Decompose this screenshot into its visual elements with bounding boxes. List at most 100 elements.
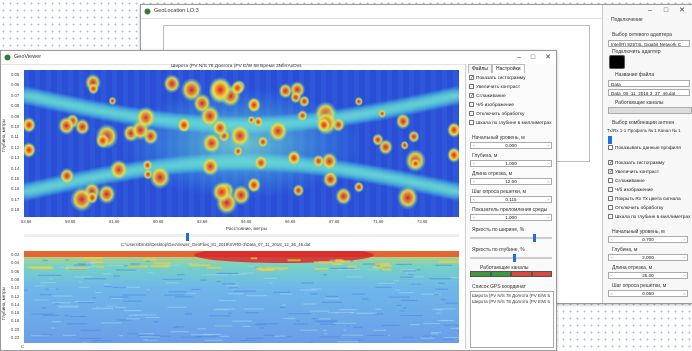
back-option-check[interactable]: Покрыть Rx Tx цвета сигнала: [608, 196, 681, 202]
checkbox[interactable]: ✓: [608, 169, 614, 175]
x-tick-label: 59.66: [65, 219, 76, 224]
checkbox[interactable]: [608, 178, 613, 183]
option-check[interactable]: Ч/б изображение: [469, 102, 514, 108]
noise-streak: [299, 289, 317, 291]
y-tick-label: 0.04: [11, 260, 20, 266]
checkbox[interactable]: ✓: [469, 93, 475, 99]
noise-streak: [450, 276, 459, 279]
checkbox[interactable]: [608, 187, 613, 192]
antenna-combo-value[interactable]: Тх/Rх 1-1 Профиль № 1 Канал № 1: [607, 128, 681, 133]
option-check[interactable]: ✓ Сглаживание: [469, 93, 506, 99]
channel-3: [511, 271, 532, 277]
settings-tabs: Файлы Настройки: [466, 64, 556, 73]
tab-settings[interactable]: Настройки: [492, 64, 525, 73]
noise-streak: [200, 279, 207, 281]
connect-header: Подключение: [611, 17, 643, 23]
tab-files[interactable]: Файлы: [468, 64, 492, 73]
checkbox[interactable]: [608, 214, 613, 219]
bright-width-slider-track[interactable]: [470, 237, 552, 239]
back-option-check[interactable]: Шкала по глубине в миллиметрах: [608, 214, 691, 220]
reflection-blob: [24, 117, 36, 133]
checkbox[interactable]: [469, 84, 474, 89]
checkbox[interactable]: [469, 111, 474, 116]
front-window-titlebar: GeoViewer – □ ✕: [1, 51, 556, 65]
back-option-check[interactable]: Ч/б изображение: [608, 187, 653, 193]
reflection-blob: [252, 116, 264, 128]
noise-streak: [243, 308, 265, 310]
start-level-spinbox[interactable]: ‹ 0.000 ›: [470, 142, 552, 149]
checkbox[interactable]: [469, 102, 474, 107]
noise-streak: [80, 329, 102, 331]
refraction-spinbox[interactable]: ‹ 1.000 ›: [470, 214, 552, 221]
reflection-blob: [24, 142, 36, 158]
reflection-blob: [335, 186, 352, 206]
maximize-button[interactable]: □: [663, 7, 669, 14]
depth-spinbox[interactable]: ‹ 1.000 ›: [470, 160, 552, 167]
noise-streak: [31, 335, 50, 337]
y-tick-label: 0.11: [11, 134, 19, 140]
back-start-level-spinbox[interactable]: ‹ 0.700 ›: [608, 236, 688, 243]
top-spectrogram-svg: [24, 70, 459, 217]
back-step-spinbox[interactable]: ‹ 0.050 ›: [608, 290, 688, 297]
reflection-blob: [135, 106, 157, 129]
reflection-blob: [97, 183, 116, 205]
position-slider-handle[interactable]: [186, 233, 189, 241]
noise-streak: [302, 303, 317, 305]
back-option-check[interactable]: ✓ Увеличить контраст: [608, 169, 660, 175]
shallow-reflection: [27, 266, 51, 269]
bright-width-slider-handle[interactable]: [533, 234, 536, 242]
back-depth-spinbox[interactable]: ‹ 2.000 ›: [608, 254, 688, 261]
option-check[interactable]: Отключить обработку: [469, 111, 524, 117]
noise-streak: [225, 285, 240, 287]
adapter-select[interactable]: Intel(R) 82574L Gigabit Network C: [608, 40, 690, 47]
shallow-reflection: [150, 265, 170, 268]
length-spinbox[interactable]: ‹ 12.00 ›: [470, 178, 552, 185]
option-check[interactable]: Шкала по глубине в миллиметрах: [469, 120, 552, 126]
option-check[interactable]: ✓ Показать гистограмму: [469, 75, 526, 81]
noise-streak: [245, 312, 259, 314]
y-tick-label: 0.10: [11, 285, 20, 291]
bright-depth-slider-handle[interactable]: [513, 254, 516, 262]
step-spinbox[interactable]: ‹ 0.115 ›: [470, 196, 552, 203]
reflection-blob: [87, 82, 99, 95]
checkbox[interactable]: ✓: [469, 75, 475, 81]
file-path: C:\Users\Dmitri\Desktop\GeoViewer_GeoFil…: [121, 242, 311, 247]
gps-list[interactable]: Широта (РV N/S 78 Долгота (РV E/W 5 Широ…: [470, 291, 554, 348]
noise-streak: [399, 310, 405, 312]
back-option-check[interactable]: Отключить обработку: [608, 205, 663, 211]
file-name-input-1[interactable]: Data: [608, 80, 690, 87]
noise-streak: [84, 278, 107, 280]
show-profile-checkbox[interactable]: [608, 145, 613, 150]
reflection-blob: [289, 90, 302, 104]
close-button[interactable]: ✕: [679, 7, 685, 14]
back-length-spinbox[interactable]: ‹ 25.00 ›: [608, 272, 688, 279]
bright-depth-label: Яркость по глубине, %: [472, 247, 525, 253]
checkbox[interactable]: [608, 205, 613, 210]
minimize-button[interactable]: –: [517, 54, 521, 61]
checkbox[interactable]: ✓: [608, 160, 614, 166]
antenna-slider[interactable]: [608, 136, 612, 144]
minimize-button[interactable]: –: [648, 7, 652, 14]
checkbox[interactable]: [469, 120, 474, 125]
gps-list-item[interactable]: Широта (РV N/S 78 Долгота (РV E/W 5: [472, 299, 550, 304]
texture-stripe: [442, 70, 447, 217]
show-profile-check[interactable]: Показывать данные профиля: [608, 145, 681, 151]
gps-list-item[interactable]: Широта (РV N/S 78 Долгота (РV E/W 5: [472, 293, 550, 298]
noise-streak: [70, 315, 87, 318]
noise-streak: [166, 282, 180, 284]
bright-depth-slider-track[interactable]: [470, 257, 552, 259]
close-button[interactable]: ✕: [545, 54, 551, 61]
connect-toggle-button[interactable]: [609, 55, 625, 69]
file-name-input-2[interactable]: Data_05_11_2018 3_37_46.dat: [608, 89, 690, 96]
noise-streak: [146, 288, 151, 291]
option-check[interactable]: Увеличить контраст: [469, 84, 520, 90]
back-option-check[interactable]: Сглаживание: [608, 178, 645, 184]
noise-streak: [184, 313, 192, 315]
reflection-blob: [322, 170, 339, 189]
checkbox[interactable]: [608, 196, 613, 201]
back-option-check[interactable]: ✓ Показать гистограмму: [608, 160, 665, 166]
noise-streak: [320, 323, 336, 325]
noise-streak: [186, 292, 196, 295]
maximize-button[interactable]: □: [530, 54, 536, 61]
position-scrollbar[interactable]: [24, 234, 459, 237]
